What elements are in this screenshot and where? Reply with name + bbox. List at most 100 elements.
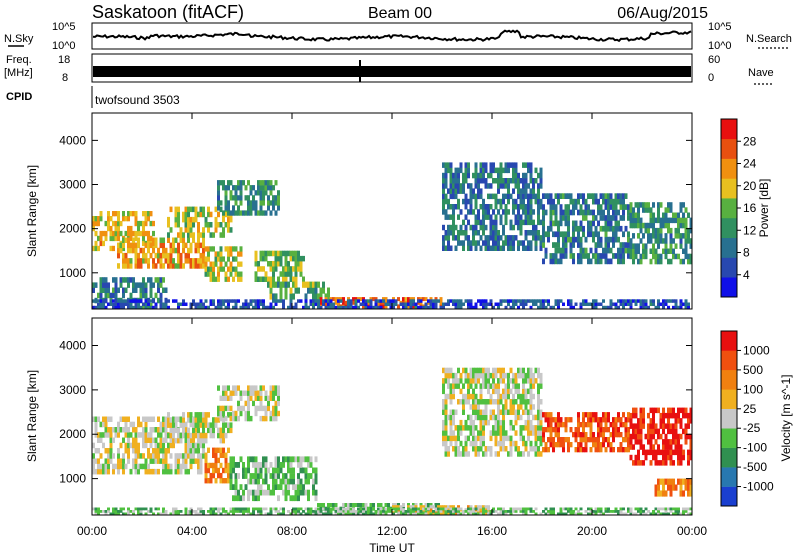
velocity-cell: [347, 510, 350, 513]
velocity-cell: [667, 418, 670, 424]
power-cell: [214, 276, 218, 282]
velocity-cell: [204, 478, 208, 484]
velocity-cell: [119, 510, 123, 513]
power-cell: [259, 185, 263, 191]
velocity-cell: [289, 478, 293, 485]
velocity-cell: [589, 447, 593, 453]
power-cell: [674, 305, 678, 310]
velocity-cell: [584, 510, 588, 513]
power-cell: [132, 299, 135, 303]
power-cell: [447, 224, 450, 231]
power-cell: [237, 271, 240, 277]
power-cell: [559, 253, 563, 259]
velocity-cell: [117, 512, 120, 516]
velocity-cell: [487, 446, 490, 452]
power-cell: [494, 245, 498, 251]
power-cell: [354, 299, 358, 303]
velocity-cell: [204, 467, 208, 474]
velocity-cell: [677, 444, 680, 450]
power-cell: [479, 245, 483, 251]
power-cell: [674, 212, 678, 218]
power-cell: [599, 215, 603, 221]
velocity-cell: [102, 510, 105, 513]
velocity-cell: [282, 478, 285, 485]
power-cell: [434, 299, 438, 303]
power-cell: [609, 220, 613, 227]
velocity-cell: [474, 383, 478, 389]
velocity-cell: [162, 507, 165, 511]
velocity-cell: [427, 511, 430, 515]
velocity-cell: [94, 512, 98, 516]
velocity-cell: [464, 367, 468, 374]
power-cell: [532, 235, 535, 241]
power-cell: [389, 305, 393, 310]
velocity-cell: [622, 437, 625, 443]
power-cell: [259, 255, 263, 262]
power-cell: [227, 266, 230, 272]
power-cell: [179, 302, 183, 306]
power-cell: [269, 293, 273, 300]
velocity-cbar-swatch: [721, 350, 737, 371]
power-cell: [637, 243, 640, 249]
power-cell: [447, 188, 450, 194]
power-cbar-tick-label: 4: [743, 268, 750, 282]
power-cell: [129, 263, 133, 269]
velocity-cell: [379, 510, 383, 513]
velocity-cell: [224, 452, 228, 458]
power-cell: [142, 211, 145, 217]
power-cell: [487, 214, 490, 220]
power-cell: [162, 277, 165, 283]
power-cell: [322, 281, 325, 288]
velocity-cell: [489, 435, 493, 442]
power-cell: [177, 305, 180, 310]
velocity-cell: [507, 409, 510, 415]
power-cell: [127, 237, 130, 243]
power-cell: [689, 217, 693, 224]
power-cell: [154, 242, 158, 249]
power-cell: [487, 204, 490, 210]
velocity-cell: [524, 399, 528, 405]
velocity-cell: [522, 512, 525, 516]
power-cell: [362, 297, 365, 302]
velocity-cell: [144, 432, 148, 438]
velocity-cell: [677, 439, 680, 445]
power-cell: [467, 245, 470, 251]
velocity-cell: [482, 451, 485, 457]
power-cell: [592, 231, 595, 238]
power-cell: [664, 253, 668, 260]
power-cell: [179, 252, 183, 259]
velocity-cell: [439, 505, 443, 509]
power-cell: [569, 193, 573, 199]
velocity-cell: [662, 423, 665, 429]
power-cell: [399, 302, 403, 306]
power-cell: [614, 193, 618, 199]
velocity-cell: [182, 463, 185, 470]
power-cell: [689, 222, 693, 229]
velocity-cell: [604, 412, 608, 418]
power-cell: [479, 188, 483, 194]
power-cell: [512, 172, 515, 179]
power-cell: [484, 245, 488, 251]
velocity-cell: [444, 425, 448, 431]
power-cell: [284, 261, 288, 267]
power-cell: [602, 253, 605, 259]
power-cell: [629, 222, 633, 229]
power-cell: [474, 183, 478, 189]
velocity-cell: [152, 416, 155, 422]
velocity-cell: [442, 435, 445, 442]
power-cell: [502, 230, 505, 236]
power-cell: [537, 219, 540, 226]
velocity-cell: [144, 468, 148, 475]
power-cell: [207, 251, 210, 257]
power-cell: [237, 276, 240, 282]
power-cell: [129, 292, 133, 299]
velocity-cell: [417, 510, 420, 513]
velocity-cell: [654, 407, 658, 414]
velocity-cell: [174, 421, 178, 428]
velocity-cell: [259, 510, 263, 513]
velocity-cell: [672, 478, 675, 485]
velocity-cell: [209, 432, 213, 439]
power-cell: [479, 219, 483, 226]
power-cell: [489, 172, 493, 179]
power-cell: [529, 230, 533, 236]
